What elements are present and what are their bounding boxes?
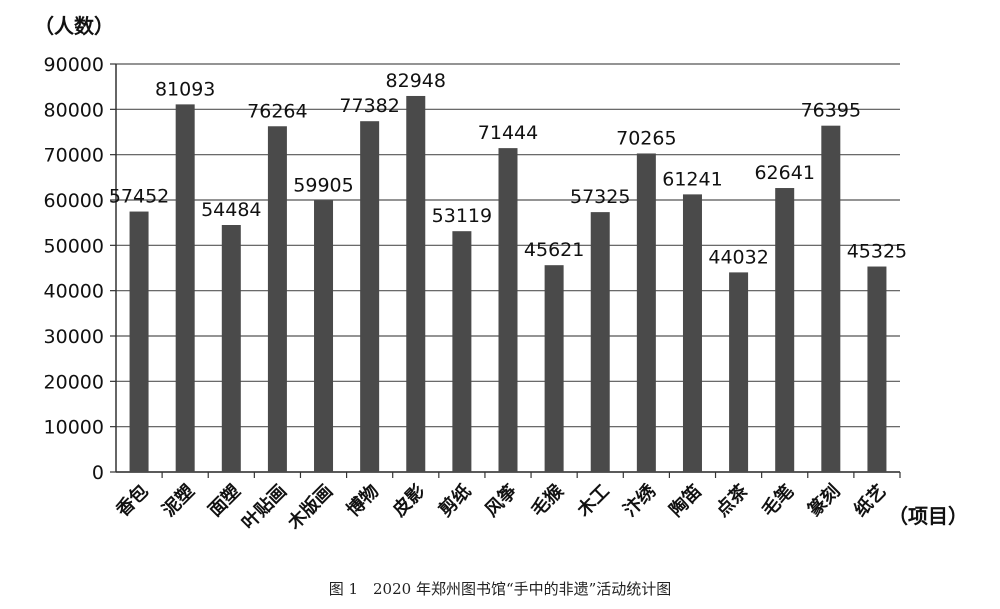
data-label: 62641: [754, 162, 814, 184]
data-label: 44032: [708, 246, 768, 268]
y-tick-label: 90000: [44, 54, 104, 76]
bar: [129, 211, 149, 472]
data-label: 70265: [616, 127, 676, 149]
y-tick-label: 50000: [44, 235, 104, 257]
y-tick-label: 40000: [44, 281, 104, 303]
bar: [821, 125, 841, 473]
x-tick-label: 泥塑: [158, 480, 199, 521]
bar: [682, 194, 702, 472]
x-tick-label: 木版画: [283, 480, 337, 534]
data-label: 45325: [847, 241, 907, 263]
x-tick-label: 纸艺: [849, 480, 890, 521]
y-tick-label: 60000: [44, 190, 104, 212]
bar: [590, 212, 610, 473]
data-label: 45621: [524, 239, 584, 261]
x-tick-label: 木工: [572, 480, 614, 522]
data-label: 53119: [432, 205, 492, 227]
x-tick-label: 香包: [111, 480, 153, 522]
bar: [867, 266, 887, 472]
x-tick-label: 面塑: [204, 480, 245, 521]
bar: [406, 95, 426, 473]
data-label: 57452: [109, 186, 169, 208]
bar: [221, 225, 241, 472]
bar: [267, 126, 287, 472]
y-tick-label: 0: [92, 462, 104, 484]
x-tick-label: 点茶: [711, 479, 753, 521]
data-label: 54484: [201, 199, 261, 221]
bar: [452, 231, 472, 472]
bar: [360, 121, 380, 472]
figure-caption: 图 1 2020 年郑州图书馆“手中的非遗”活动统计图: [328, 580, 672, 598]
x-tick-label: 毛笔: [757, 480, 798, 521]
x-tick-label: 陶笛: [665, 480, 706, 521]
bar: [729, 272, 749, 472]
bar: [498, 148, 518, 472]
x-tick-label: 篆刻: [803, 480, 844, 521]
y-tick-label: 10000: [44, 417, 104, 439]
data-label: 71444: [478, 122, 538, 144]
y-tick-label: 20000: [44, 371, 104, 393]
x-tick-label: 剪纸: [434, 480, 475, 521]
x-tick-label: 叶贴画: [237, 480, 291, 534]
x-tick-label: 博物: [342, 480, 383, 521]
x-axis-title: （项目）: [888, 504, 968, 528]
data-label: 76395: [801, 100, 861, 122]
x-tick-label: 汴绣: [619, 479, 661, 521]
bar: [544, 265, 564, 472]
bar: [775, 188, 795, 472]
y-tick-label: 30000: [44, 326, 104, 348]
data-label: 81093: [155, 78, 215, 100]
data-label: 59905: [293, 174, 353, 196]
bar: [314, 200, 334, 472]
y-tick-label: 70000: [44, 145, 104, 167]
bar: [636, 153, 656, 472]
data-label: 57325: [570, 186, 630, 208]
x-tick-label: 毛猴: [527, 479, 569, 521]
y-tick-label: 80000: [44, 99, 104, 121]
data-label: 77382: [339, 95, 399, 117]
data-label: 76264: [247, 100, 307, 122]
x-tick-label: 风筝: [481, 480, 522, 521]
data-label: 82948: [386, 70, 446, 92]
bar: [175, 104, 195, 472]
x-tick-label: 皮影: [388, 480, 429, 521]
y-axis-title: （人数）: [34, 14, 114, 38]
data-label: 61241: [662, 168, 722, 190]
